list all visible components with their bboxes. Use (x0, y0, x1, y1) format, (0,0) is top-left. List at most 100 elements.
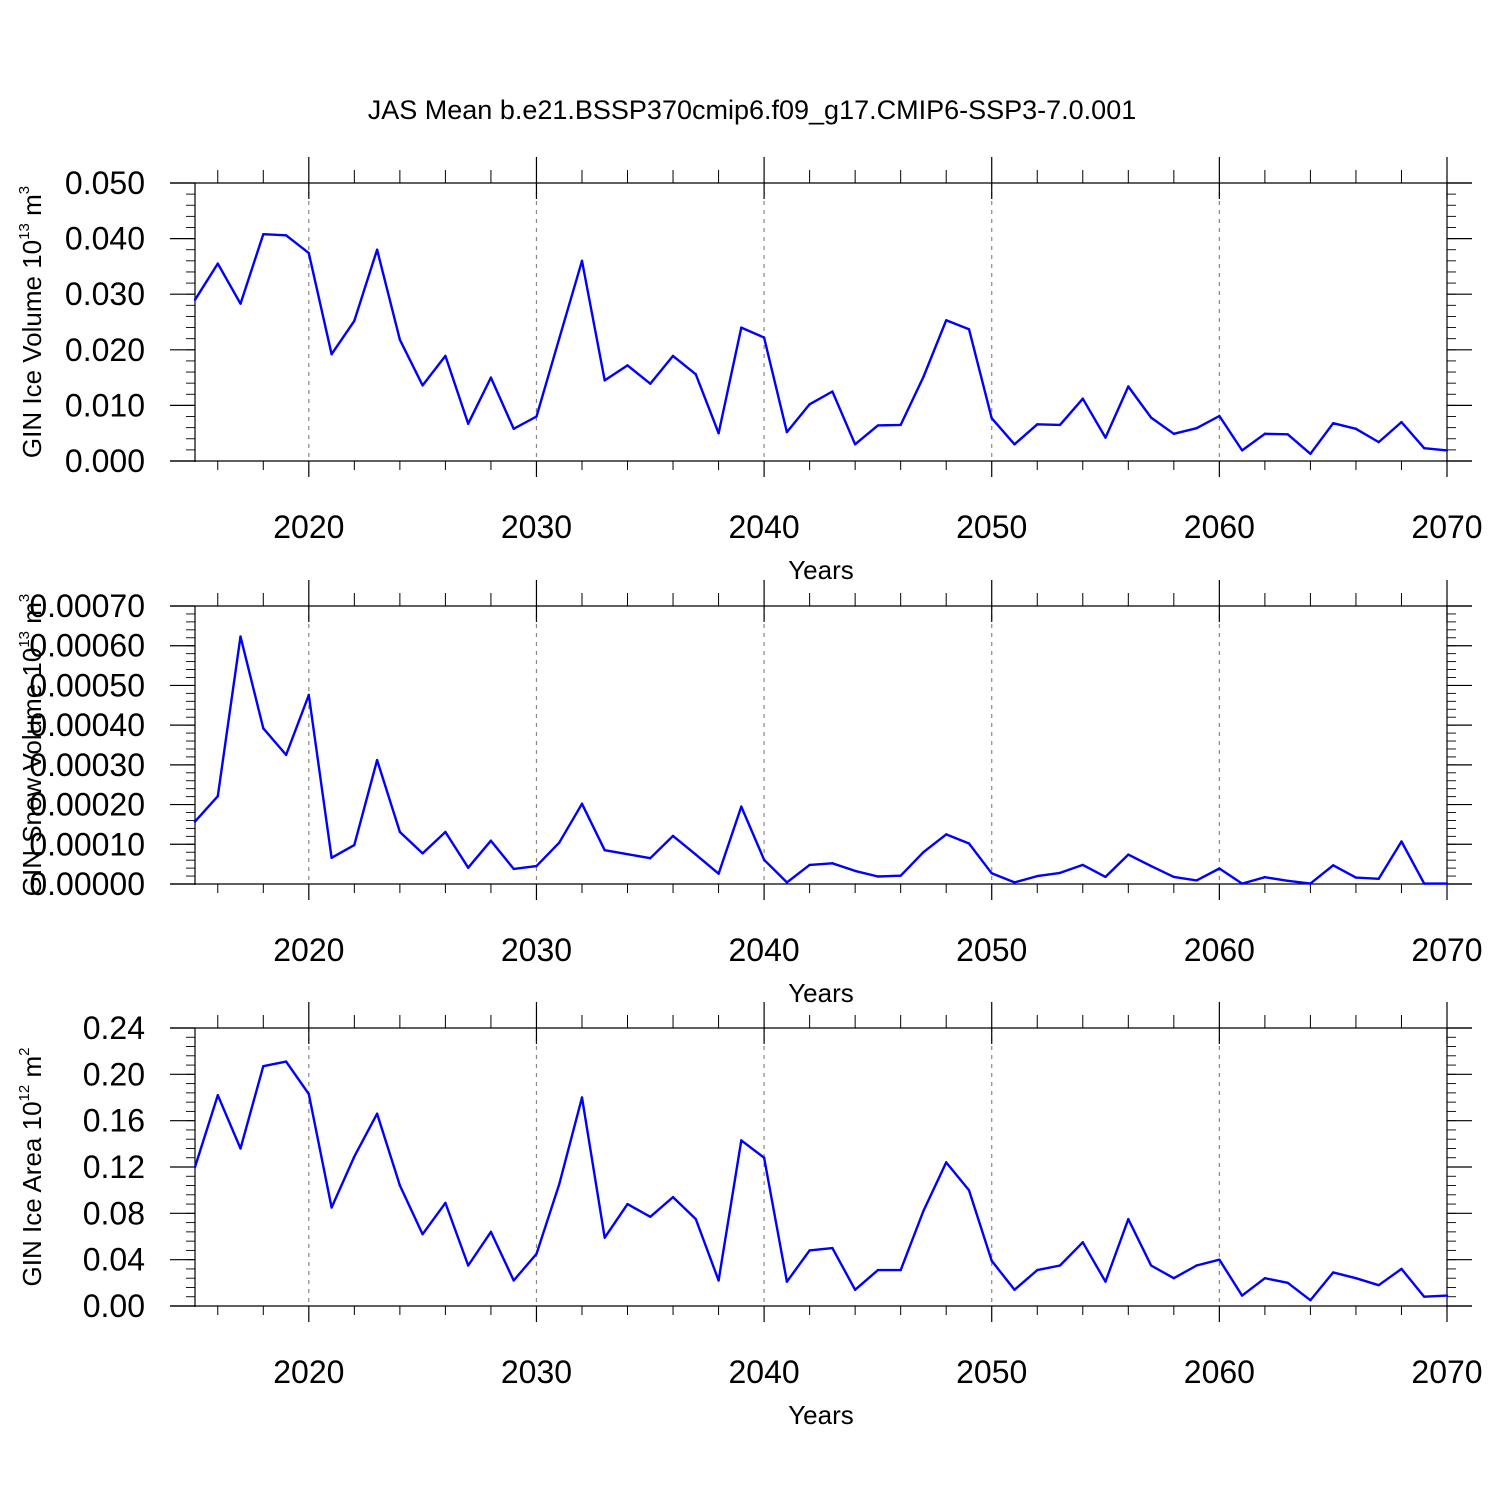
data-point (740, 326, 743, 329)
y-tick-label: 0.030 (65, 276, 145, 312)
data-point (1149, 416, 1153, 419)
y-tick-label: 0.00 (83, 1288, 145, 1324)
y-tick-label: 0.00010 (29, 826, 145, 862)
data-point (1331, 864, 1335, 867)
data-point (1127, 385, 1130, 388)
panel-ice-volume: 0.000 0.010 0.020 0.030 0.040 0.050 2020 2030 20… (16, 157, 1483, 585)
data-point (671, 354, 675, 358)
data-point (1263, 1277, 1267, 1280)
data-point (375, 1112, 379, 1115)
data-point (1195, 1264, 1198, 1267)
data-point (899, 423, 902, 427)
data-point (398, 1184, 402, 1187)
x-tick-label: 2060 (1184, 509, 1255, 545)
data-point (1445, 1294, 1449, 1297)
data-point (535, 864, 538, 868)
data-point (1172, 875, 1176, 879)
y-tick-label: 0.00030 (29, 747, 145, 783)
data-point (1013, 881, 1016, 884)
series-line-ice-area (193, 1060, 1448, 1302)
data-point (284, 753, 288, 757)
data-point (216, 795, 219, 798)
x-axis-title: Years (788, 555, 854, 585)
data-point (375, 758, 379, 762)
y-tick-label: 0.00050 (29, 667, 145, 703)
data-point (762, 1156, 766, 1159)
data-point (990, 1259, 993, 1263)
data-point (512, 867, 515, 871)
data-point (1331, 1271, 1335, 1274)
data-point (489, 839, 493, 842)
data-point (444, 354, 447, 358)
data-point (1286, 1281, 1289, 1285)
data-point (831, 390, 834, 393)
x-tick-label: 2070 (1411, 932, 1482, 968)
data-point (398, 830, 402, 834)
data-point (489, 1230, 493, 1234)
data-point (1445, 882, 1449, 885)
data-point (967, 842, 971, 845)
x-tick-label: 2060 (1184, 932, 1255, 968)
x-tick-label: 2040 (728, 1354, 799, 1390)
data-point (717, 432, 720, 435)
x-tick-label: 2040 (728, 932, 799, 968)
data-point (193, 820, 197, 823)
x-tick-label: 2040 (728, 509, 799, 545)
data-point (1218, 867, 1221, 870)
y-tick-label: 0.000 (65, 443, 145, 479)
data-point (1195, 879, 1198, 882)
data-point (853, 1288, 857, 1291)
data-point (1081, 397, 1084, 400)
data-point (1423, 882, 1426, 885)
x-tick-label: 2070 (1411, 509, 1482, 545)
data-point (353, 1155, 356, 1158)
y-tick-label: 0.04 (83, 1242, 145, 1278)
data-point (353, 319, 356, 323)
data-point (649, 382, 652, 385)
data-point (1286, 433, 1289, 436)
data-point (1195, 426, 1198, 430)
data-point (284, 1060, 288, 1063)
data-point (1423, 447, 1426, 450)
y-axis-title: GIN Snow Volume 1013 m3 (16, 594, 47, 897)
data-point (444, 830, 447, 834)
data-point (603, 379, 606, 382)
data-point (580, 1096, 584, 1099)
x-tick-label: 2020 (273, 932, 344, 968)
y-tick-label: 0.20 (83, 1056, 145, 1092)
data-point (1036, 874, 1039, 878)
data-point (1058, 423, 1062, 427)
data-point (785, 881, 789, 884)
data-point (876, 1268, 880, 1272)
data-point (945, 319, 948, 322)
data-point (808, 1249, 811, 1252)
data-point (876, 875, 880, 878)
data-point (967, 328, 971, 331)
x-tick-label: 2020 (273, 509, 344, 545)
data-point (717, 872, 720, 875)
data-point (1013, 443, 1016, 446)
y-tick-label: 0.24 (83, 1010, 145, 1046)
data-point (421, 384, 424, 387)
data-point (1377, 877, 1380, 881)
data-point (1286, 879, 1289, 883)
data-point (649, 856, 652, 860)
series-line-snow-volume (194, 635, 1447, 885)
data-point (375, 248, 379, 251)
data-point (990, 872, 993, 875)
x-axis-title: Years (788, 1400, 854, 1430)
data-point (603, 849, 606, 852)
data-point (1104, 875, 1107, 879)
data-point (1172, 432, 1176, 435)
data-point (717, 1279, 720, 1282)
data-point (216, 1093, 219, 1097)
data-point (307, 1092, 311, 1096)
data-point (671, 834, 675, 838)
data-point (239, 635, 242, 638)
data-point (785, 1280, 789, 1283)
data-point (489, 376, 493, 379)
y-tick-label: 0.050 (65, 165, 145, 201)
data-point (1013, 1288, 1016, 1291)
